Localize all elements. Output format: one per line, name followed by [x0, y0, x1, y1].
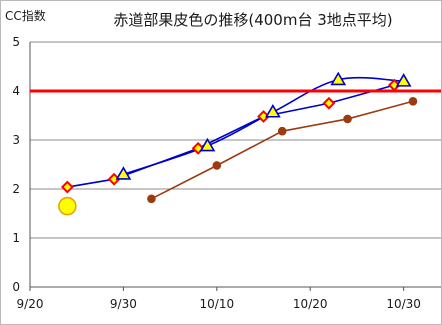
- x-tick-label: 10/10: [200, 297, 235, 311]
- y-tick-label: 5: [12, 35, 20, 49]
- data-point-s2: [199, 137, 216, 152]
- y-tick-label: 3: [12, 133, 20, 147]
- markers: [58, 71, 418, 216]
- x-tick-label: 9/30: [110, 297, 137, 311]
- x-tick-label: 10/20: [293, 297, 328, 311]
- x-tick-labels: 9/20 9/30 10/10 10/20 10/30: [17, 297, 421, 311]
- y-tick-labels: 0 1 2 3 4 5: [12, 35, 20, 294]
- data-point-s2: [264, 103, 281, 118]
- data-point-s1: [60, 180, 74, 194]
- data-point-s2: [395, 73, 412, 87]
- chart-title: 赤道部果皮色の推移(400m台 3地点平均): [113, 11, 392, 29]
- series: [67, 76, 414, 200]
- x-tick-label: 9/20: [17, 297, 44, 311]
- data-point-s3: [408, 96, 418, 106]
- series-line-3: [151, 100, 414, 200]
- data-point-s3: [343, 114, 352, 124]
- data-point-s2: [330, 71, 347, 86]
- data-point-s2: [115, 166, 132, 180]
- y-tick-label: 0: [12, 280, 20, 294]
- x-tick-label: 10/30: [386, 297, 421, 311]
- data-point-s3: [212, 161, 222, 170]
- y-tick-label: 4: [12, 84, 20, 98]
- data-point-s1: [322, 96, 336, 110]
- y-tick-label: 1: [12, 231, 20, 245]
- data-point-s4: [58, 196, 77, 216]
- data-point-s3: [147, 194, 156, 204]
- series-line-1: [67, 84, 395, 188]
- axes: [29, 42, 441, 291]
- grid: [30, 41, 441, 239]
- data-point-s3: [277, 126, 287, 136]
- y-axis-label: CC指数: [5, 8, 46, 23]
- y-tick-label: 2: [12, 182, 20, 196]
